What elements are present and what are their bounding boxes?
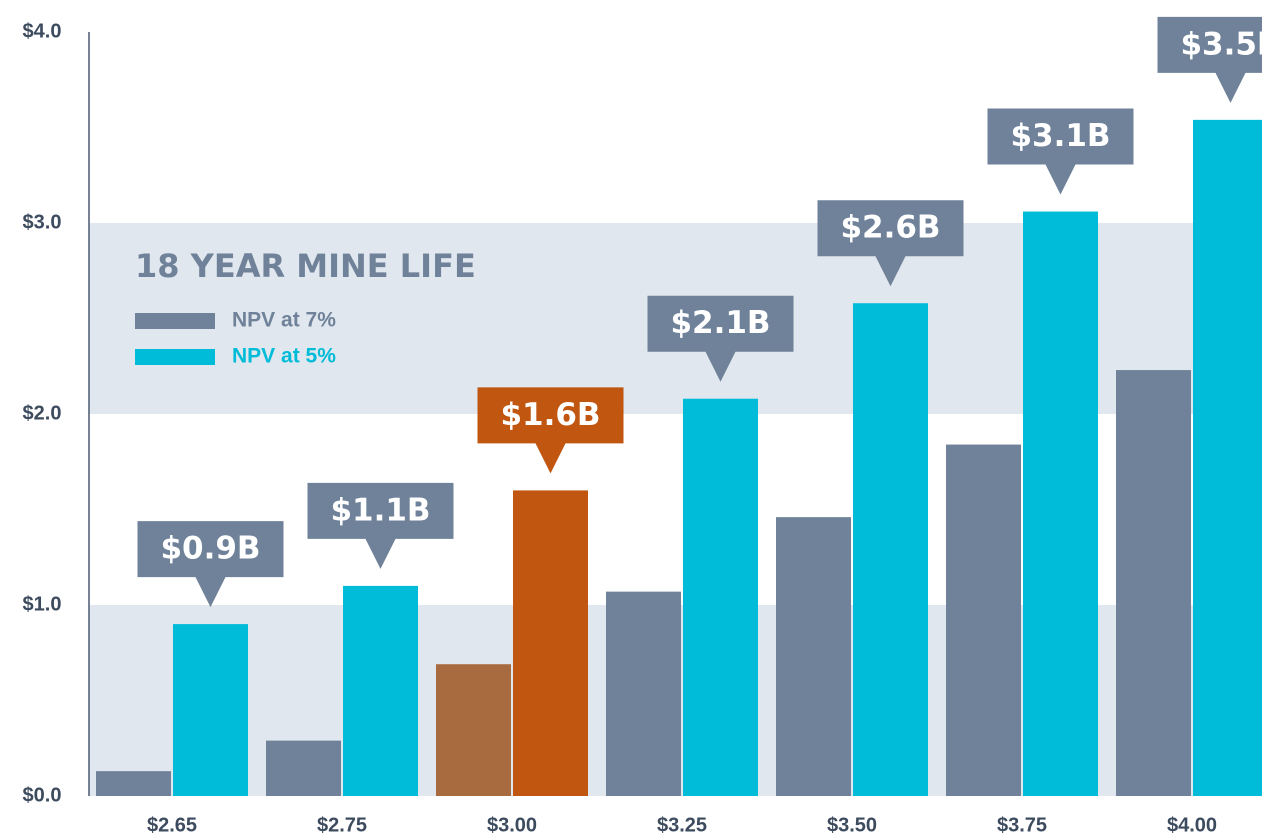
callout-box (817, 200, 964, 287)
bar (1023, 211, 1098, 797)
bar (1116, 370, 1191, 796)
bar (436, 664, 511, 796)
callout-box (1157, 16, 1262, 103)
callout-box (477, 387, 624, 474)
x-tick-label: $3.50 (827, 814, 877, 836)
legend-swatch (135, 349, 215, 365)
callout-box (647, 295, 794, 382)
y-tick-label: $4.0 (23, 20, 62, 42)
bar (173, 624, 248, 796)
legend-label: NPV at 5% (232, 345, 336, 368)
y-tick-label: $0.0 (23, 784, 62, 806)
data-label: $2.1B (670, 305, 770, 341)
data-label: $2.6B (840, 210, 940, 246)
bar (513, 490, 588, 796)
x-tick-label: $3.25 (657, 814, 707, 836)
bar (1193, 119, 1262, 797)
bar (946, 444, 1021, 796)
data-label: $3.1B (1010, 118, 1110, 154)
bar (96, 771, 171, 796)
legend-title: 18 YEAR MINE LIFE (135, 247, 476, 285)
x-tick-label: $2.65 (147, 814, 197, 836)
callout-box (987, 108, 1134, 195)
legend-swatch (135, 313, 215, 329)
legend-label: NPV at 7% (232, 309, 336, 332)
bar (776, 517, 851, 796)
y-tick-label: $1.0 (23, 593, 62, 615)
bar (683, 398, 758, 796)
x-tick-label: $3.00 (487, 814, 537, 836)
data-label: $1.6B (500, 397, 600, 433)
x-tick-label: $4.00 (1167, 814, 1217, 836)
bar (266, 740, 341, 796)
x-tick-label: $2.75 (317, 814, 367, 836)
callout-box (307, 482, 454, 569)
y-tick-label: $3.0 (23, 211, 62, 233)
bar (343, 585, 418, 796)
x-tick-label: $3.75 (997, 814, 1047, 836)
data-label: $0.9B (160, 531, 260, 567)
data-label: $3.5B (1180, 26, 1262, 62)
data-label: $1.1B (330, 492, 430, 528)
y-tick-label: $2.0 (23, 402, 62, 424)
bar (853, 303, 928, 796)
callout-box (137, 521, 284, 608)
bar (606, 591, 681, 796)
